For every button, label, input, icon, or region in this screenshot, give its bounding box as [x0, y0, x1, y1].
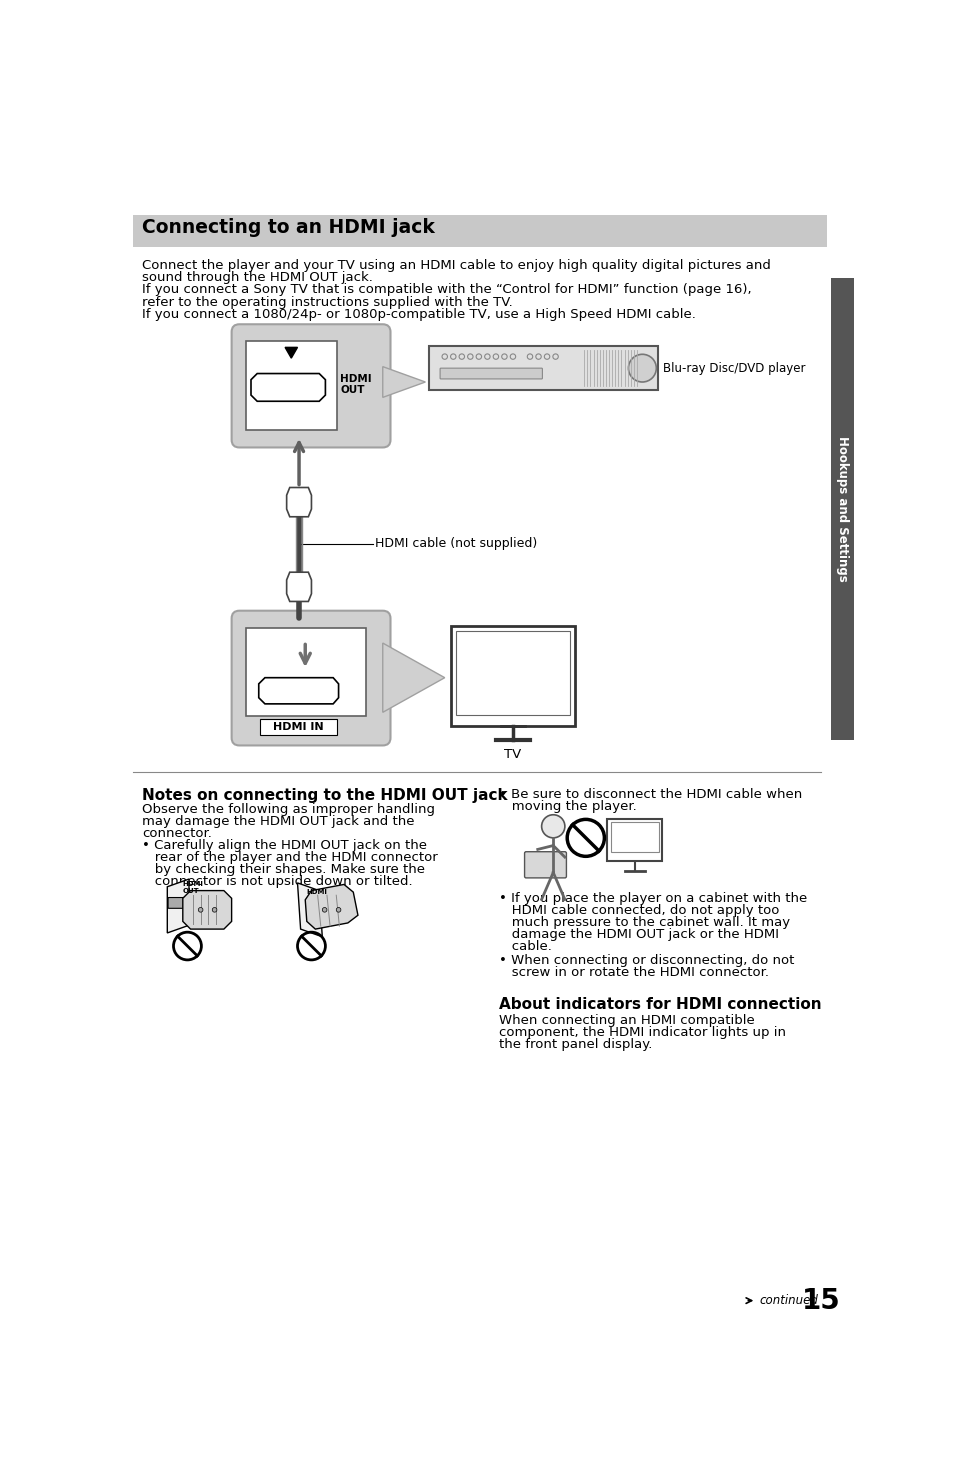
Text: by checking their shapes. Make sure the: by checking their shapes. Make sure the	[142, 863, 425, 876]
FancyBboxPatch shape	[232, 611, 390, 746]
Circle shape	[198, 908, 203, 912]
Circle shape	[541, 814, 564, 838]
Text: About indicators for HDMI connection: About indicators for HDMI connection	[498, 997, 821, 1011]
Polygon shape	[305, 884, 357, 928]
Polygon shape	[258, 678, 338, 704]
FancyBboxPatch shape	[245, 341, 336, 430]
FancyBboxPatch shape	[245, 627, 365, 716]
FancyBboxPatch shape	[260, 380, 314, 394]
Text: may damage the HDMI OUT jack and the: may damage the HDMI OUT jack and the	[142, 816, 415, 828]
Text: the front panel display.: the front panel display.	[498, 1038, 652, 1050]
FancyBboxPatch shape	[268, 684, 330, 697]
Text: connector is not upside down or tilted.: connector is not upside down or tilted.	[142, 875, 413, 888]
Polygon shape	[286, 572, 311, 602]
Circle shape	[212, 908, 216, 912]
Polygon shape	[297, 882, 322, 937]
Circle shape	[322, 908, 327, 912]
FancyBboxPatch shape	[524, 851, 566, 878]
Polygon shape	[382, 366, 425, 397]
Text: rear of the player and the HDMI connector: rear of the player and the HDMI connecto…	[142, 851, 437, 865]
Text: much pressure to the cabinet wall. It may: much pressure to the cabinet wall. It ma…	[498, 916, 789, 928]
Text: • If you place the player on a cabinet with the: • If you place the player on a cabinet w…	[498, 893, 806, 905]
Text: If you connect a Sony TV that is compatible with the “Control for HDMI” function: If you connect a Sony TV that is compati…	[142, 283, 751, 297]
Text: Connecting to an HDMI jack: Connecting to an HDMI jack	[142, 218, 435, 237]
Text: TV: TV	[504, 747, 521, 761]
Text: moving the player.: moving the player.	[498, 799, 636, 813]
Text: HDMI IN: HDMI IN	[273, 722, 323, 733]
Text: • When connecting or disconnecting, do not: • When connecting or disconnecting, do n…	[498, 954, 794, 967]
Text: Blu-ray Disc/DVD player: Blu-ray Disc/DVD player	[661, 362, 804, 375]
Text: HDMI: HDMI	[307, 888, 327, 896]
FancyBboxPatch shape	[456, 630, 570, 715]
Text: 15: 15	[801, 1287, 840, 1314]
Text: cable.: cable.	[498, 940, 551, 954]
FancyBboxPatch shape	[610, 822, 658, 853]
Text: continued: continued	[759, 1295, 818, 1307]
Bar	[830, 277, 853, 740]
Circle shape	[335, 908, 340, 912]
Text: Hookups and Settings: Hookups and Settings	[835, 436, 848, 581]
FancyBboxPatch shape	[439, 368, 542, 380]
FancyBboxPatch shape	[429, 346, 658, 390]
Text: connector.: connector.	[142, 828, 213, 839]
Text: HDMI cable (not supplied): HDMI cable (not supplied)	[375, 537, 537, 550]
Polygon shape	[251, 374, 325, 402]
Text: If you connect a 1080/24p- or 1080p-compatible TV, use a High Speed HDMI cable.: If you connect a 1080/24p- or 1080p-comp…	[142, 308, 696, 322]
Text: component, the HDMI indicator lights up in: component, the HDMI indicator lights up …	[498, 1026, 785, 1038]
Bar	[133, 215, 826, 248]
Polygon shape	[285, 347, 297, 357]
Text: sound through the HDMI OUT jack.: sound through the HDMI OUT jack.	[142, 271, 373, 285]
Text: HDMI
OUT: HDMI OUT	[340, 374, 372, 394]
Text: Notes on connecting to the HDMI OUT jack: Notes on connecting to the HDMI OUT jack	[142, 787, 508, 802]
Text: HDMI
OUT: HDMI OUT	[183, 881, 203, 894]
Text: When connecting an HDMI compatible: When connecting an HDMI compatible	[498, 1014, 754, 1026]
Text: • Carefully align the HDMI OUT jack on the: • Carefully align the HDMI OUT jack on t…	[142, 839, 427, 853]
Text: Connect the player and your TV using an HDMI cable to enjoy high quality digital: Connect the player and your TV using an …	[142, 260, 771, 271]
Polygon shape	[183, 891, 232, 928]
Circle shape	[628, 354, 656, 383]
Text: • Be sure to disconnect the HDMI cable when: • Be sure to disconnect the HDMI cable w…	[498, 787, 801, 801]
Polygon shape	[286, 488, 311, 516]
Text: damage the HDMI OUT jack or the HDMI: damage the HDMI OUT jack or the HDMI	[498, 928, 779, 940]
FancyBboxPatch shape	[451, 626, 575, 727]
Text: refer to the operating instructions supplied with the TV.: refer to the operating instructions supp…	[142, 295, 513, 308]
Text: Observe the following as improper handling: Observe the following as improper handli…	[142, 804, 435, 816]
FancyBboxPatch shape	[607, 819, 661, 862]
FancyBboxPatch shape	[259, 719, 336, 734]
Text: screw in or rotate the HDMI connector.: screw in or rotate the HDMI connector.	[498, 965, 768, 979]
Polygon shape	[382, 644, 444, 712]
Text: HDMI cable connected, do not apply too: HDMI cable connected, do not apply too	[498, 905, 779, 916]
Polygon shape	[167, 879, 189, 933]
FancyBboxPatch shape	[168, 897, 185, 908]
FancyBboxPatch shape	[232, 325, 390, 448]
